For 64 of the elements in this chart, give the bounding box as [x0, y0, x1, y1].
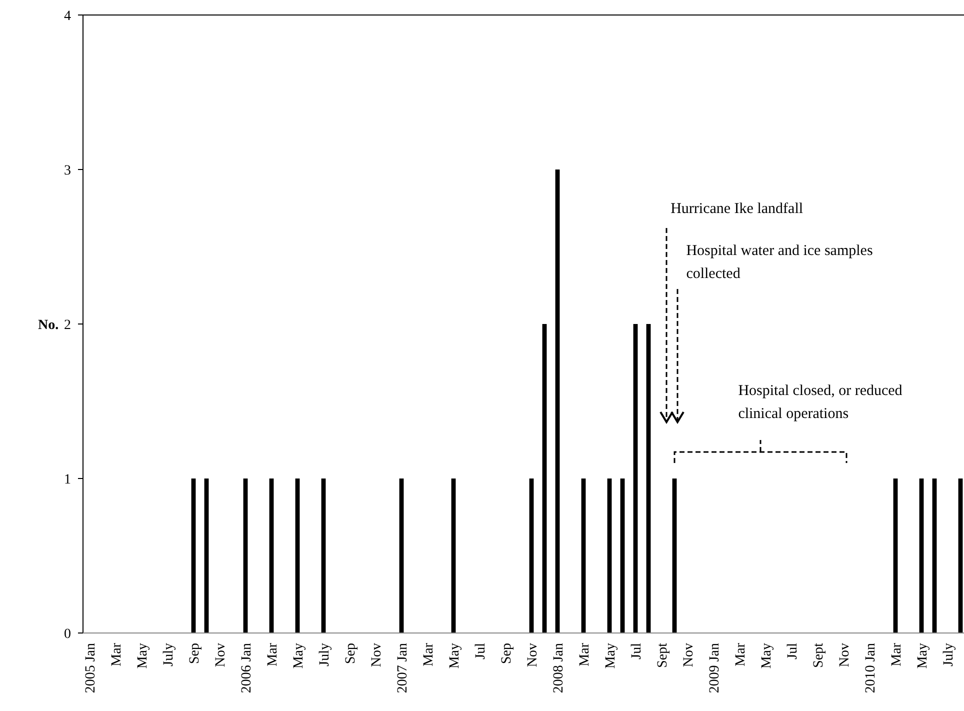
x-tick-label: 2008 Jan: [552, 643, 566, 694]
bar: [191, 478, 196, 633]
y-tick-label: 2: [64, 318, 71, 333]
bar: [399, 478, 404, 633]
x-tick-label: Mar: [266, 642, 280, 666]
x-tick-label: Nov: [370, 643, 384, 668]
bar: [607, 478, 612, 633]
bar: [321, 478, 326, 633]
x-tick-label: Nov: [214, 643, 228, 668]
bar: [204, 478, 209, 633]
bar: [529, 478, 534, 633]
bar: [633, 324, 638, 633]
bar: [542, 324, 547, 633]
x-tick-label: Mar: [578, 642, 592, 666]
bar: [919, 478, 924, 633]
annotation: Hospital closed, or reduced clinical operations: [738, 383, 903, 422]
annotation: Hurricane Ike landfall: [670, 201, 804, 217]
x-tick-label: 2005 Jan: [84, 643, 98, 694]
y-tick-label: 1: [64, 472, 71, 488]
x-tick-label: Sep: [344, 643, 358, 664]
bar: [269, 478, 274, 633]
x-tick-label: Sep: [188, 643, 202, 664]
x-tick-label: Nov: [526, 643, 540, 668]
bar: [646, 324, 651, 633]
bar: [451, 478, 456, 633]
bar: [243, 478, 248, 633]
annotation: Hospital water and ice samples collected: [686, 243, 873, 282]
x-tick-label: 2006 Jan: [240, 643, 254, 694]
x-tick-label: Sep: [500, 643, 514, 664]
x-tick-label: May: [760, 643, 774, 669]
bar: [958, 478, 963, 633]
x-tick-label: Jul: [474, 642, 488, 660]
x-tick-label: Mar: [110, 642, 124, 666]
y-tick-label: 0: [64, 626, 71, 642]
x-tick-label: 2009 Jan: [708, 643, 722, 694]
bar: [581, 478, 586, 633]
x-tick-label: July: [162, 643, 176, 666]
x-tick-label: May: [448, 643, 462, 669]
x-tick-label: May: [292, 643, 306, 669]
bar: [295, 478, 300, 633]
x-tick-label: Nov: [682, 643, 696, 668]
x-tick-label: July: [318, 643, 332, 666]
x-tick-label: Sept: [812, 642, 826, 668]
x-tick-label: 2007 Jan: [396, 643, 410, 694]
bar: [555, 170, 560, 633]
x-tick-label: Mar: [734, 642, 748, 666]
x-tick-label: May: [604, 643, 618, 669]
y-tick-label: 3: [64, 163, 71, 178]
x-tick-label: May: [136, 643, 150, 669]
bar: [672, 478, 677, 633]
x-tick-label: May: [916, 643, 930, 669]
y-axis-title: No.: [38, 318, 59, 333]
x-tick-label: Mar: [422, 642, 436, 666]
x-tick-label: Nov: [838, 643, 852, 668]
x-tick-label: Jul: [630, 642, 644, 660]
x-tick-label: Mar: [890, 642, 904, 666]
y-tick-label: 4: [64, 8, 71, 24]
bar: [893, 478, 898, 633]
x-tick-label: July: [942, 643, 956, 666]
x-tick-label: 2010 Jan: [864, 643, 878, 694]
bar: [620, 478, 625, 633]
bar: [932, 478, 937, 633]
x-tick-label: Jul: [786, 642, 800, 660]
x-tick-label: Sept: [656, 642, 670, 668]
